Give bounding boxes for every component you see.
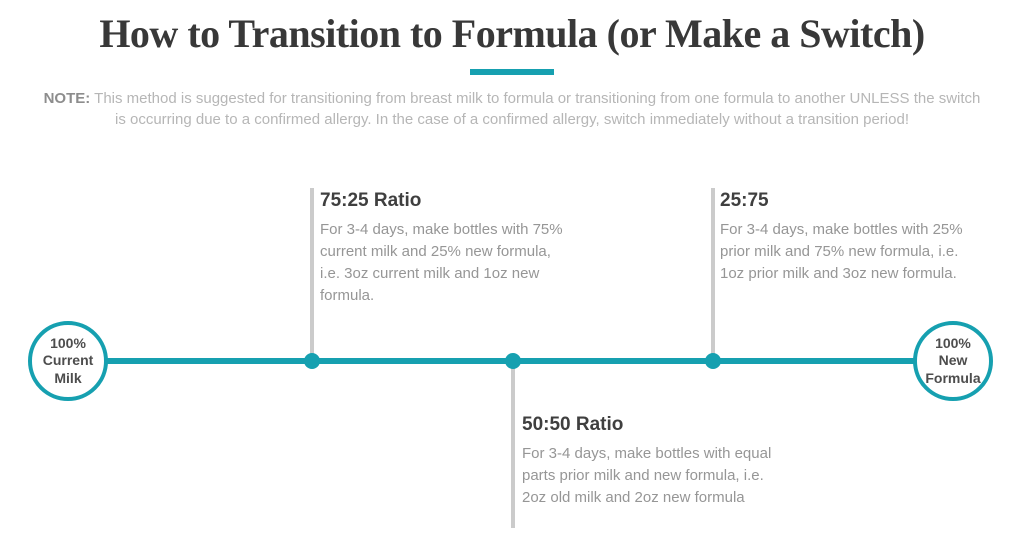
milestone-description: For 3-4 days, make bottles with equal pa… — [522, 445, 772, 506]
milestone-description: For 3-4 days, make bottles with 75% curr… — [320, 221, 563, 304]
connector-line-50-50 — [511, 364, 515, 528]
milestone-title: 50:50 Ratio — [522, 414, 624, 435]
milestone-description: For 3-4 days, make bottles with 25% prio… — [720, 221, 963, 282]
timeline-start-node: 100% Current Milk — [28, 321, 108, 401]
milestone-25-75: 25:75 For 3-4 days, make bottles with 25… — [720, 190, 978, 285]
title-divider-bar — [470, 69, 554, 75]
milestone-50-50: 50:50 Ratio For 3-4 days, make bottles w… — [522, 414, 784, 509]
timeline-dot-50-50 — [505, 353, 521, 369]
note-label: NOTE: — [43, 90, 91, 107]
timeline-end-node: 100% New Formula — [913, 321, 993, 401]
timeline-dot-75-25 — [304, 353, 320, 369]
page-title: How to Transition to Formula (or Make a … — [99, 11, 925, 56]
note-text: This method is suggested for transitioni… — [94, 90, 981, 128]
milestone-title: 25:75 — [720, 190, 769, 211]
milestone-title: 75:25 Ratio — [320, 190, 422, 211]
connector-line-25-75 — [711, 188, 715, 358]
timeline-dot-25-75 — [705, 353, 721, 369]
milestone-75-25: 75:25 Ratio For 3-4 days, make bottles w… — [320, 190, 565, 307]
connector-line-75-25 — [310, 188, 314, 358]
note-paragraph: NOTE: This method is suggested for trans… — [37, 88, 987, 130]
